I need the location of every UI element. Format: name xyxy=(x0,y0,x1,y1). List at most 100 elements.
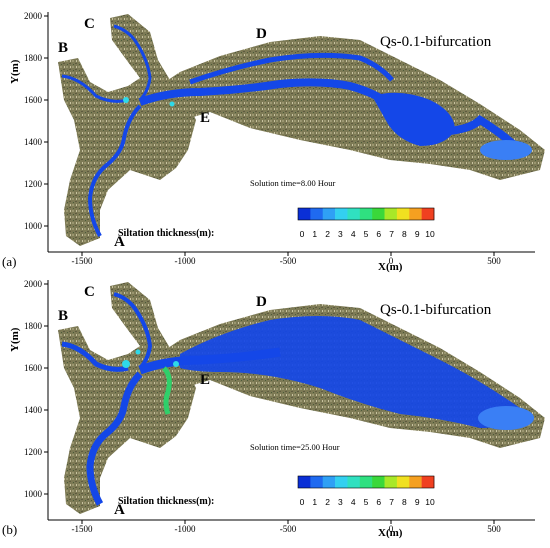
y-tick-label: 1600 xyxy=(24,363,43,373)
colorbar-swatch xyxy=(396,208,410,220)
colorbar-tick-label: 8 xyxy=(402,497,407,507)
panel-a: B C D E A Qs-0.1-bifurcation Solution ti… xyxy=(2,11,545,273)
point-label-a: A xyxy=(114,234,125,250)
panel-a-xlabel: X(m) xyxy=(378,261,403,273)
y-tick-label: 1400 xyxy=(24,405,43,415)
colorbar-tick-label: 9 xyxy=(415,497,420,507)
river-north-arm xyxy=(189,52,394,85)
colorbar-tick-label: 4 xyxy=(351,229,356,239)
x-tick-label: -1500 xyxy=(72,256,93,266)
colorbar-swatch xyxy=(421,208,435,220)
panel-a-label: (a) xyxy=(2,254,16,269)
x-tick-label: -1000 xyxy=(175,256,196,266)
point-label-b: B xyxy=(58,40,68,56)
colorbar-tick-label: 0 xyxy=(300,229,305,239)
colorbar-swatch xyxy=(298,208,311,220)
colorbar-swatch xyxy=(335,208,348,220)
x-tick-label: -1000 xyxy=(175,524,196,534)
colorbar-swatch xyxy=(384,208,398,220)
y-tick-label: 1800 xyxy=(24,53,43,63)
panel-a-solution-time: Solution time=8.00 Hour xyxy=(250,178,335,188)
colorbar-tick-label: 2 xyxy=(325,497,330,507)
colorbar-swatch xyxy=(310,208,324,220)
river-c xyxy=(113,24,152,102)
colorbar-swatch xyxy=(409,208,422,220)
colorbar-swatch xyxy=(384,476,398,488)
colorbar-tick-label: 9 xyxy=(415,229,420,239)
y-tick-label: 1800 xyxy=(24,321,43,331)
colorbar-swatch xyxy=(335,476,348,488)
river-a xyxy=(87,104,142,237)
y-tick-label: 1200 xyxy=(24,179,43,189)
colorbar-swatch xyxy=(372,476,385,488)
colorbar-tick-label: 7 xyxy=(389,229,394,239)
colorbar-swatch xyxy=(409,476,422,488)
colorbar-swatch xyxy=(421,476,435,488)
river-c xyxy=(113,292,153,370)
panel-b-ylabel: Y(m) xyxy=(9,327,21,352)
panel-a-colorbar xyxy=(297,207,435,221)
colorbar-swatch xyxy=(322,208,336,220)
panel-b-x-ticks: -1500 -1000 -500 0 500 xyxy=(72,520,501,534)
panel-a-legend-label: Siltation thickness(m): xyxy=(118,228,214,239)
river-b xyxy=(61,341,129,372)
panel-b-y-ticks: 2000 1800 1600 1400 1200 1000 xyxy=(24,279,48,499)
colorbar-tick-label: 8 xyxy=(402,229,407,239)
point-label-c: C xyxy=(84,284,95,300)
y-tick-label: 1000 xyxy=(24,221,43,231)
inundation xyxy=(180,316,520,428)
river-a xyxy=(86,371,143,506)
y-tick-label: 1200 xyxy=(24,447,43,457)
panel-a-legend: Siltation thickness(m): 0 1 2 3 4 5 6 7 8 9 10 xyxy=(118,207,435,239)
colorbar-tick-label: 4 xyxy=(351,497,356,507)
colorbar-swatch xyxy=(359,208,373,220)
colorbar-tick-label: 1 xyxy=(312,497,317,507)
panel-a-colorbar-ticks: 0 1 2 3 4 5 6 7 8 9 10 xyxy=(300,229,435,239)
point-label-d: D xyxy=(256,294,267,310)
point-label-c: C xyxy=(84,16,95,32)
colorbar-swatch xyxy=(359,476,373,488)
y-tick-label: 1400 xyxy=(24,137,43,147)
colorbar-swatch xyxy=(396,476,410,488)
river-main xyxy=(138,78,523,153)
panel-b-legend: Siltation thickness(m): 0 1 2 3 4 5 6 7 8 9 10 xyxy=(118,475,435,507)
colorbar-tick-label: 3 xyxy=(338,497,343,507)
terrain-main xyxy=(150,36,545,180)
x-tick-label: -500 xyxy=(280,524,297,534)
point-label-b: B xyxy=(58,308,68,324)
panel-b-legend-label: Siltation thickness(m): xyxy=(118,496,214,507)
panel-a-x-ticks: -1500 -1000 -500 0 500 xyxy=(72,252,501,266)
x-tick-label: 0 xyxy=(389,524,394,534)
panel-a-y-ticks: 2000 1800 1600 1400 1200 1000 xyxy=(24,11,48,231)
colorbar-tick-label: 5 xyxy=(364,229,369,239)
colorbar-tick-label: 5 xyxy=(364,497,369,507)
colorbar-swatch xyxy=(347,208,361,220)
river-b xyxy=(61,74,129,103)
x-tick-label: -500 xyxy=(280,256,297,266)
x-tick-label: 500 xyxy=(487,256,501,266)
panel-b-solution-time: Solution time=25.00 Hour xyxy=(250,442,340,452)
colorbar-tick-label: 2 xyxy=(325,229,330,239)
colorbar-tick-label: 1 xyxy=(312,229,317,239)
colorbar-tick-label: 0 xyxy=(300,497,305,507)
colorbar-swatch xyxy=(322,476,336,488)
colorbar-tick-label: 10 xyxy=(425,229,435,239)
point-label-e: E xyxy=(200,372,210,388)
point-label-d: D xyxy=(256,26,267,42)
panel-b-title: Qs-0.1-bifurcation xyxy=(380,302,492,318)
colorbar-tick-label: 7 xyxy=(389,497,394,507)
panel-a-title: Qs-0.1-bifurcation xyxy=(380,34,492,50)
x-tick-label: 500 xyxy=(487,524,501,534)
panel-b-label: (b) xyxy=(2,522,17,537)
x-tick-label: -1500 xyxy=(72,524,93,534)
y-tick-label: 2000 xyxy=(24,279,43,289)
panel-a-ylabel: Y(m) xyxy=(9,59,21,84)
panel-b: B C D E A Qs-0.1-bifurcation Solution ti… xyxy=(2,279,545,539)
colorbar-tick-label: 3 xyxy=(338,229,343,239)
colorbar-tick-label: 10 xyxy=(425,497,435,507)
y-tick-label: 1600 xyxy=(24,95,43,105)
lake xyxy=(372,92,455,146)
river-main xyxy=(138,347,281,375)
colorbar-swatch xyxy=(310,476,324,488)
